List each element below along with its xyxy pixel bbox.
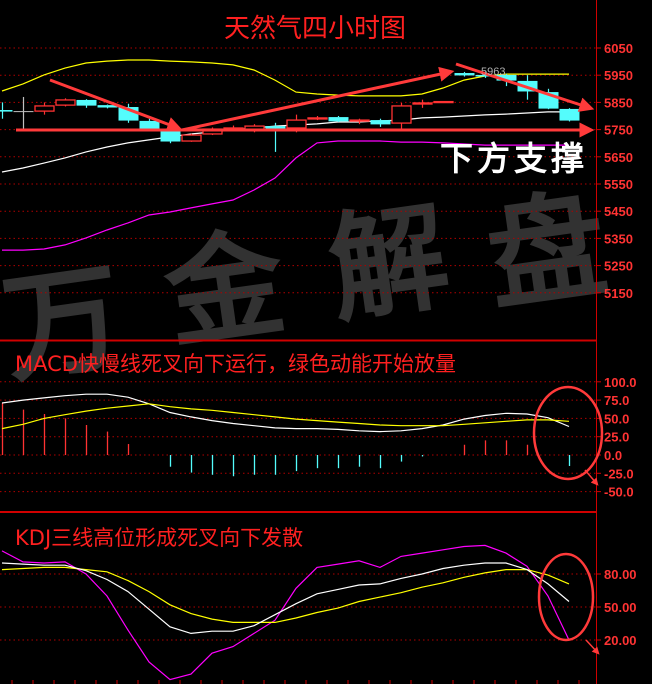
chart-title: 天然气四小时图 (224, 14, 406, 44)
candlestick (412, 99, 433, 108)
macd-axis-label: 50.0 (604, 411, 629, 426)
candlestick (454, 71, 475, 77)
down-arrow-right (455, 62, 595, 112)
candlestick (55, 98, 76, 107)
kdj-annotation: KDJ三线高位形成死叉向下发散 (15, 526, 303, 550)
macd-down-arrow (584, 469, 599, 486)
trend-arrows (16, 62, 595, 138)
macd-axis-label: -25.0 (604, 466, 634, 481)
macd-axis-label: 25.0 (604, 430, 629, 445)
price-axis-label: 5650 (604, 150, 633, 165)
candlestick (76, 99, 97, 108)
macd-dif-line (1, 393, 570, 433)
candle-body (433, 100, 454, 104)
price-axis-label: 5750 (604, 123, 633, 138)
axis-labels: 6050 5950 5850 5750 5650 5550 5450 5350 5250 5150… (11, 41, 637, 684)
macd-annotation: MACD快慢线死叉向下运行，绿色动能开始放量 (15, 352, 456, 376)
candle-body (391, 105, 412, 124)
kdj-axis-label: 20.00 (604, 633, 637, 648)
candlestick (370, 118, 391, 127)
price-axis-label: 5250 (604, 259, 633, 274)
support-label: 下方支撑 (440, 139, 588, 178)
up-arrow (181, 66, 455, 132)
candlestick (97, 104, 118, 109)
kdj-j-line (1, 544, 570, 681)
price-axis-label: 5950 (604, 68, 633, 83)
macd-axis-label: 75.0 (604, 393, 629, 408)
candle-body (13, 111, 34, 113)
candlestick (349, 118, 370, 125)
price-axis-label: 5150 (604, 286, 633, 301)
macd-pane (1, 393, 571, 477)
candlestick (13, 96, 34, 130)
macd-axis-label: 100.0 (604, 375, 637, 390)
macd-dea-line (1, 403, 570, 430)
price-axis-label: 5850 (604, 95, 633, 110)
kdj-highlight-circle (537, 552, 595, 642)
candle-body (0, 110, 13, 112)
candle-body (370, 120, 391, 125)
kdj-axis-label: 80.00 (604, 567, 637, 582)
candle-body (139, 120, 160, 130)
candle-body (307, 117, 328, 120)
candlestick (391, 102, 412, 130)
candle-body (349, 119, 370, 122)
bollinger-middle-line (1, 111, 569, 173)
candlestick (34, 102, 55, 115)
gridlines (0, 47, 596, 641)
candlestick (559, 108, 580, 122)
candle-body (55, 99, 76, 106)
kdj-d-line (1, 566, 570, 624)
candle-body (475, 74, 496, 77)
kdj-axis-label: 50.00 (604, 600, 637, 615)
bollinger-upper-line (1, 59, 569, 97)
price-axis-label: 6050 (604, 41, 633, 56)
candlestick (307, 116, 328, 121)
macd-axis-label: 0.0 (604, 448, 622, 463)
watermark-char: 万 (0, 247, 131, 400)
price-axis-label: 5550 (604, 177, 633, 192)
price-axis-label: 5350 (604, 231, 633, 246)
watermark-char: 盘 (479, 175, 615, 328)
kdj-down-arrow (585, 639, 600, 655)
candle-body (265, 126, 286, 129)
candle-body (328, 117, 349, 122)
high-price-label: 5963 (481, 66, 505, 78)
bollinger-lower-line (2, 140, 569, 251)
candlestick (181, 133, 202, 142)
candlestick (265, 122, 286, 152)
kdj-k-line (1, 562, 570, 635)
watermark-char: 解 (321, 187, 457, 340)
candlestick (433, 100, 454, 104)
macd-axis-label: -50.0 (604, 485, 634, 500)
candle-body (559, 108, 580, 121)
down-arrow-left (49, 78, 183, 132)
candle-body (181, 134, 202, 142)
candle-body (97, 105, 118, 108)
candle-body (496, 74, 517, 81)
watermark-char: 金 (156, 213, 294, 366)
candle-body (454, 73, 475, 76)
candle-body (34, 105, 55, 112)
price-axis-label: 5450 (604, 204, 633, 219)
candlestick (0, 102, 13, 119)
candle-body (286, 119, 307, 129)
candle-body (76, 99, 97, 106)
macd-highlight-circle (532, 385, 604, 481)
candlestick (328, 116, 349, 122)
candle-body (160, 129, 181, 142)
candle-body (412, 102, 433, 105)
kdj-pane (1, 544, 570, 681)
